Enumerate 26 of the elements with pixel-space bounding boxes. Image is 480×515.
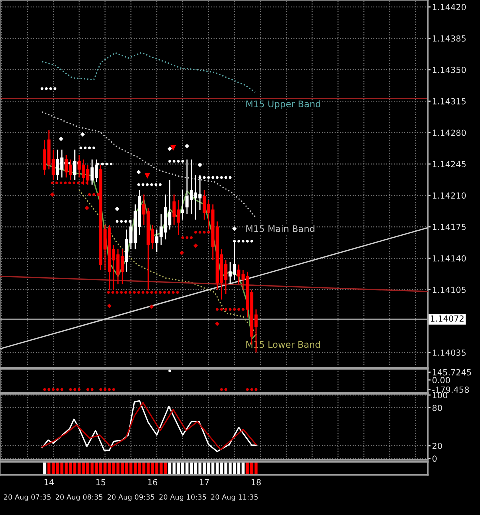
- y-tick-label: 0.00: [432, 377, 450, 384]
- x2-tick-label: 18: [252, 479, 262, 486]
- x2-tick-label: 16: [148, 479, 158, 486]
- y-tick-label: 1.14140: [433, 255, 466, 262]
- y-tick-label: 0: [432, 456, 437, 462]
- y-tick-label: 1.14245: [433, 161, 466, 168]
- y-tick-label: 1.14105: [433, 286, 466, 294]
- x2-tick-label: 15: [96, 479, 106, 486]
- y-tick-label: 1.14280: [433, 130, 466, 136]
- y-tick-label: 145.7245: [433, 369, 472, 376]
- y-tick-label: 1.14175: [433, 224, 466, 230]
- annotation: M15 Main Band: [246, 225, 315, 232]
- y-tick-label: 1.14385: [433, 36, 466, 42]
- y-tick-label: 80: [432, 404, 442, 412]
- y-tick-label: 1.14210: [433, 192, 466, 199]
- y-tick-label: 1.14035: [433, 350, 466, 356]
- x2-tick-label: 17: [200, 479, 210, 486]
- y-tick-label: -179.458: [432, 386, 470, 394]
- ref-line-label: 1.14072: [431, 316, 464, 322]
- y-tick-label: 1.14420: [433, 4, 466, 10]
- x2-tick-label: 14: [44, 479, 54, 486]
- y-tick-label: 1.14350: [433, 66, 466, 74]
- y-tick-label: 20: [432, 443, 442, 450]
- y-tick-label: 100: [433, 392, 448, 399]
- annotation: M15 Upper Band: [246, 100, 320, 110]
- y-tick-label: 1.14315: [433, 98, 466, 105]
